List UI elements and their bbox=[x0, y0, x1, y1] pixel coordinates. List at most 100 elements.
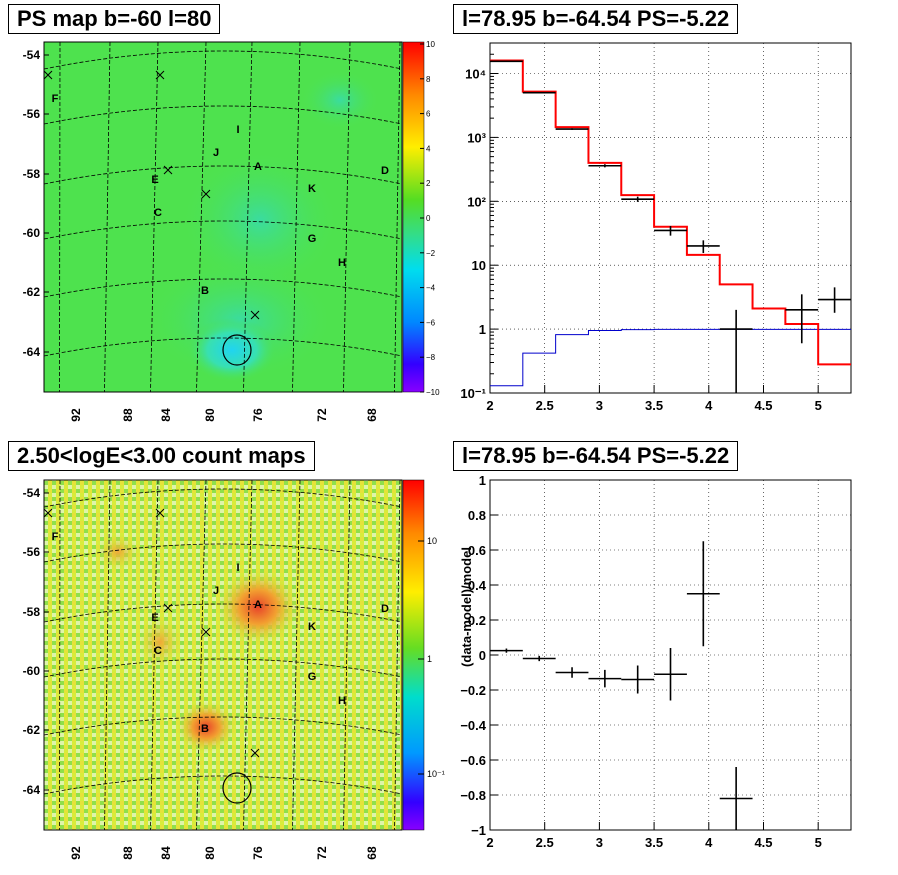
colorbar-tick-label: 0 bbox=[426, 214, 431, 223]
source-label-k: K bbox=[308, 183, 316, 195]
lon-tick-label: 88 bbox=[121, 408, 135, 422]
roi-circle bbox=[222, 772, 252, 804]
latitude-line bbox=[44, 603, 402, 623]
spectrum-title: l=78.95 b=-64.54 PS=-5.22 bbox=[453, 4, 739, 34]
y-tick-label: 0.6 bbox=[468, 543, 486, 558]
longitude-line bbox=[59, 42, 61, 392]
lat-tick-label: -64 bbox=[23, 345, 41, 359]
source-label-g: G bbox=[308, 671, 317, 683]
latitude-line bbox=[44, 50, 402, 70]
y-tick-label: 10³ bbox=[467, 130, 486, 145]
longitude-line bbox=[292, 42, 301, 392]
colorbar-tick-label: −6 bbox=[426, 318, 436, 327]
x-tick-label: 2.5 bbox=[536, 398, 554, 413]
latitude-line bbox=[44, 775, 402, 795]
background-model-line bbox=[490, 328, 851, 387]
source-label-h: H bbox=[338, 257, 346, 269]
y-tick-label: −0.6 bbox=[460, 753, 486, 768]
longitude-line bbox=[394, 42, 401, 392]
latitude-line bbox=[44, 220, 402, 240]
y-tick-label: 0.2 bbox=[468, 613, 486, 628]
count-map-panel: A B C D E F G H I J K 10 1 10⁻¹ -54 -56 -58 -60 -62 -64 92… bbox=[23, 479, 445, 860]
longitude-line bbox=[59, 480, 61, 830]
lon-tick-label: 72 bbox=[315, 846, 329, 860]
ps-map-field bbox=[145, 70, 380, 382]
ps-map-graticule bbox=[44, 42, 402, 392]
source-label-a: A bbox=[254, 161, 262, 173]
lon-tick-label: 76 bbox=[251, 846, 265, 860]
lat-tick-label: -58 bbox=[23, 167, 41, 181]
colorbar-tick-label: 10⁻¹ bbox=[427, 769, 445, 779]
lat-tick-label: -58 bbox=[23, 605, 41, 619]
count-map-title: 2.50<logE<3.00 count maps bbox=[8, 441, 315, 471]
source-label-d: D bbox=[381, 603, 389, 615]
source-label-j: J bbox=[213, 585, 219, 597]
source-label-h: H bbox=[338, 695, 346, 707]
cross-marker bbox=[250, 310, 260, 320]
y-tick-label: −0.4 bbox=[460, 718, 486, 733]
source-label-c: C bbox=[154, 207, 162, 219]
x-tick-label: 2 bbox=[486, 398, 493, 413]
latitude-line bbox=[44, 337, 402, 357]
y-tick-label: 0 bbox=[479, 648, 486, 663]
ps-map-markers: A B C D E F G H I J K bbox=[43, 70, 389, 366]
colorbar-tick-label: −2 bbox=[426, 249, 436, 258]
x-tick-label: 4 bbox=[705, 398, 713, 413]
lon-tick-label: 92 bbox=[69, 408, 83, 422]
colorbar-tick-label: 6 bbox=[426, 110, 431, 119]
latitude-line bbox=[44, 165, 402, 185]
longitude-line bbox=[104, 42, 111, 392]
lat-tick-label: -62 bbox=[23, 723, 41, 737]
source-label-d: D bbox=[381, 165, 389, 177]
colorbar-tick-label: 10 bbox=[427, 536, 437, 546]
source-label-k: K bbox=[308, 621, 316, 633]
source-label-i: I bbox=[236, 562, 239, 574]
cross-marker bbox=[155, 508, 165, 518]
y-tick-label: 10⁻¹ bbox=[460, 386, 486, 401]
lon-tick-label: 80 bbox=[203, 408, 217, 422]
longitude-line bbox=[150, 480, 159, 830]
residual-ylabel: (data-model)/model bbox=[459, 547, 474, 667]
y-tick-label: 10 bbox=[472, 258, 486, 273]
source-label-e: E bbox=[151, 612, 158, 624]
cross-marker bbox=[43, 508, 53, 518]
ps-map-axes: -54 -56 -58 -60 -62 -64 92 88 84 80 76 72 68 bbox=[23, 48, 379, 422]
x-tick-label: 3.5 bbox=[645, 398, 663, 413]
x-tick-label: 5 bbox=[815, 398, 822, 413]
source-label-c: C bbox=[154, 645, 162, 657]
residual-panel: 1 0.8 0.6 0.4 0.2 0 −0.2 −0.4 −0.6 −0.8 −12 2.5 3 3.5… bbox=[459, 473, 852, 850]
count-colorbar-ticks: 10 1 10⁻¹ bbox=[418, 536, 445, 779]
x-tick-label: 2 bbox=[486, 835, 493, 850]
lat-tick-label: -56 bbox=[23, 545, 41, 559]
source-label-f: F bbox=[52, 93, 59, 105]
source-label-b: B bbox=[201, 285, 209, 297]
count-map-field bbox=[96, 534, 300, 753]
colorbar-tick-label: 10 bbox=[426, 40, 435, 49]
source-label-j: J bbox=[213, 147, 219, 159]
lon-tick-label: 88 bbox=[121, 846, 135, 860]
lon-tick-label: 80 bbox=[203, 846, 217, 860]
y-tick-label: 10² bbox=[467, 194, 486, 209]
colorbar-tick-label: 4 bbox=[426, 144, 431, 153]
lon-tick-label: 72 bbox=[315, 408, 329, 422]
x-tick-label: 4.5 bbox=[754, 835, 772, 850]
colorbar-tick-label: 2 bbox=[426, 179, 431, 188]
ps-map-panel: A B C D E F G H I J K 10 8 6 4 2 0 −2 −4 −6 −8 −10 -54 -56 -58… bbox=[23, 40, 440, 422]
count-map-graticule bbox=[44, 480, 402, 830]
source-label-e: E bbox=[151, 174, 158, 186]
y-tick-label: 1 bbox=[479, 322, 486, 337]
latitude-line bbox=[44, 543, 402, 563]
lon-tick-label: 68 bbox=[365, 846, 379, 860]
longitude-line bbox=[243, 42, 253, 392]
y-tick-label: −0.2 bbox=[460, 683, 486, 698]
x-tick-label: 4.5 bbox=[754, 398, 772, 413]
ps-colorbar bbox=[402, 41, 425, 393]
lat-tick-label: -64 bbox=[23, 783, 41, 797]
cross-marker bbox=[201, 627, 211, 637]
lat-tick-label: -62 bbox=[23, 285, 41, 299]
y-tick-label: −0.8 bbox=[460, 788, 486, 803]
source-label-i: I bbox=[236, 124, 239, 136]
source-label-b: B bbox=[201, 723, 209, 735]
lon-tick-label: 84 bbox=[159, 408, 173, 422]
y-tick-label: 1 bbox=[479, 473, 486, 488]
